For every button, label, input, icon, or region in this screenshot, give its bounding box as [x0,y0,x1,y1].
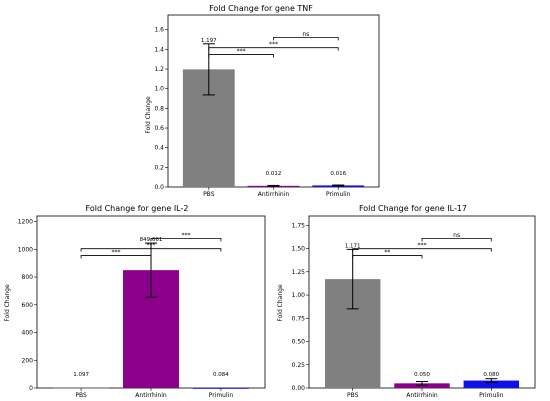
plot-area-tnf: 0.0 0.2 0.4 0.6 0.8 1.0 1.2 1.4 1.6 1.197 PBS 0.012… [154,14,380,198]
y-axis-label-il17: Fold Change [277,284,284,322]
y-tick-label: 0 [29,385,33,392]
y-tick-label: 0.4 [154,145,164,152]
significance-label: ns [302,31,309,38]
data-label: 0.016 [330,171,346,177]
x-tick-label: Antirrhinin [406,392,438,399]
x-tick-label: Primulin [326,191,351,198]
y-axis-label-il2: Fold Change [4,284,11,322]
y-tick-label: 1.25 [292,269,306,276]
chart-il2: Fold Change for gene IL-2 Fold Change 0 2… [4,204,266,399]
y-tick-label: 0.2 [154,164,164,171]
x-tick-label: Antirrhinin [135,392,167,399]
y-tick-label: 1.4 [154,46,164,53]
y-tick-label: 0.50 [292,339,306,346]
y-tick-label: 0.6 [154,125,164,132]
y-tick-label: 1.00 [292,292,306,299]
data-label: 0.012 [266,171,282,177]
significance-label: *** [269,41,278,48]
data-label: 1.197 [201,38,217,44]
x-tick-label: Primulin [479,392,504,399]
data-label: 0.084 [213,372,229,378]
y-tick-label: 1.6 [154,27,164,34]
data-label: 0.050 [414,372,430,378]
y-tick-label: 0.00 [292,385,306,392]
y-tick-label: 800 [22,274,34,281]
significance-label: *** [147,242,156,249]
x-tick-label: PBS [203,191,215,198]
y-tick-label: 600 [22,302,34,309]
y-axis-label-tnf: Fold Change [145,96,152,134]
x-tick-label: PBS [347,392,359,399]
y-tick-label: 400 [22,330,34,337]
chart-title-il2: Fold Change for gene IL-2 [86,204,189,213]
significance-bracket [80,248,222,252]
x-tick-label: Antirrhinin [258,191,290,198]
x-tick-label: Primulin [209,392,234,399]
significance-label: *** [237,48,246,55]
significance-bracket [208,47,339,51]
bar-primulin [463,380,520,388]
x-tick-label: PBS [75,392,87,399]
significance-bracket [150,237,222,242]
significance-label: *** [181,232,190,239]
significance-label: *** [418,242,427,249]
y-tick-label: 0.75 [292,315,306,322]
significance-bracket [352,248,492,252]
data-label: 1.097 [73,372,89,378]
significance-bracket [208,54,274,58]
significance-bracket [273,36,339,41]
significance-label: ns [453,232,460,239]
significance-label: *** [112,249,121,256]
y-tick-label: 1.0 [154,86,164,93]
chart-il17: Fold Change for gene IL-17 Fold Change 0… [277,204,536,399]
y-tick-label: 200 [22,357,34,364]
y-tick-label: 1.75 [292,222,306,229]
data-label: 0.080 [483,372,499,378]
plot-area-il2: 0200400600800100012001.097PBS849.661Anti… [18,215,266,399]
significance-bracket [421,237,492,242]
y-tick-label: 1000 [18,246,33,253]
y-tick-label: 1.50 [292,246,306,253]
significance-bracket [80,255,152,259]
y-tick-label: 0.8 [154,105,164,112]
plot-area-il17: 0.00 0.25 0.50 0.75 1.00 1.25 1.50 1.75 1.171 PBS… [292,215,536,399]
y-tick-label: 0.25 [292,362,306,369]
y-tick-label: 1.2 [154,66,164,73]
chart-tnf: Fold Change for gene TNF Fold Change 0.0… [145,4,380,198]
y-tick-label: 0.0 [154,184,164,191]
chart-title-tnf: Fold Change for gene TNF [209,4,313,13]
chart-title-il17: Fold Change for gene IL-17 [359,204,467,213]
significance-label: ** [384,249,390,256]
significance-bracket [352,255,423,259]
data-label: 1.171 [345,243,361,249]
y-tick-label: 1200 [18,219,33,226]
